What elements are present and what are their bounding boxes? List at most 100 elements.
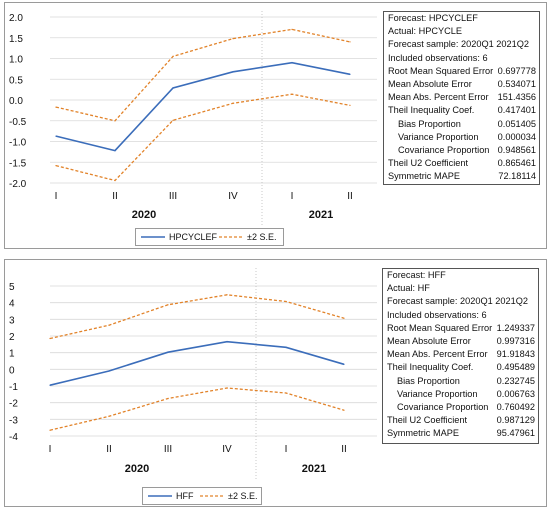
stats-row: Actual: HPCYCLE	[384, 25, 539, 38]
stats-label: Covariance Proportion	[397, 401, 489, 412]
stats-label: Mean Absolute Error	[387, 335, 471, 346]
stats-value: 0.006763	[496, 388, 535, 399]
forecast-chart-hpcyclef: 2.0 1.5 1.0 0.5 0.0 -0.5 -1.0 -1.5 -2.0 I II III IV I…	[4, 2, 547, 249]
legend-label-se-bands: ±2 S.E.	[228, 491, 258, 501]
stats-label: Forecast sample: 2020Q1 2021Q2	[388, 39, 529, 50]
year-label: 2020	[132, 209, 156, 221]
forecast-point	[349, 73, 351, 75]
upper-se-band-point	[167, 304, 169, 306]
stats-label: Theil Inequality Coef.	[388, 105, 475, 116]
stats-label: Forecast: HFF	[387, 270, 446, 280]
lower-se-band-point	[226, 387, 228, 389]
lower-se-band-line	[55, 93, 351, 182]
stats-row: Forecast: HPCYCLEF	[384, 12, 539, 25]
y-tick-label: 5	[9, 282, 15, 293]
chart-plot-area: 2.01.51.00.50.0-0.5-1.0-1.5-2.0I II III IV I…	[9, 11, 377, 227]
x-tick-label: II	[341, 444, 347, 455]
legend-solid-line-swatch	[148, 495, 172, 497]
stats-value: 0.997316	[496, 335, 535, 346]
stats-label: Theil Inequality Coef.	[387, 362, 474, 373]
upper-se-band-line	[55, 28, 351, 122]
stats-row: Theil U2 Coefficient 0.987129	[383, 414, 538, 427]
lower-se-band-point	[349, 104, 351, 106]
x-tick-label: II	[347, 191, 353, 202]
stats-label: Symmetric MAPE	[388, 171, 460, 182]
upper-se-band-point	[114, 120, 116, 122]
forecast-stats-box: Forecast: HFF Actual: HF Forecast sample: …	[382, 268, 539, 444]
stats-row: Actual: HF	[383, 282, 538, 295]
stats-row: Theil Inequality Coef. 0.495489	[383, 361, 538, 374]
stats-label: Theil U2 Coefficient	[388, 158, 469, 169]
forecast-point	[108, 370, 110, 372]
upper-se-band-point	[349, 41, 351, 43]
stats-value: 0.987129	[496, 415, 535, 426]
year-label: 2021	[309, 209, 333, 221]
x-tick-label: III	[164, 444, 172, 455]
legend-label-se-bands: ±2 S.E.	[247, 232, 277, 242]
stats-label: Symmetric MAPE	[387, 428, 459, 439]
upper-se-band-point	[343, 317, 345, 319]
forecast-point	[49, 384, 51, 386]
upper-se-band-point	[172, 55, 174, 58]
chart-legend: HFF ±2 S.E.	[142, 487, 262, 505]
forecast-point	[167, 351, 169, 353]
y-tick-label: 0.0	[9, 96, 23, 107]
stats-row: Bias Proportion 0.051405	[384, 118, 539, 131]
stats-label: Root Mean Squared Error	[387, 322, 493, 333]
stats-label: Mean Abs. Percent Error	[387, 349, 488, 360]
y-tick-label: -1.0	[9, 138, 27, 149]
forecast-point	[232, 71, 234, 73]
stats-row: Mean Absolute Error 0.997316	[383, 335, 538, 348]
stats-row: Theil Inequality Coef. 0.417401	[384, 104, 539, 117]
stats-row: Variance Proportion 0.006763	[383, 388, 538, 401]
forecast-point	[291, 62, 293, 64]
y-tick-label: -2.0	[9, 179, 27, 190]
x-tick-label: II	[106, 444, 112, 455]
stats-row: Covariance Proportion 0.760492	[383, 401, 538, 414]
stats-label: Variance Proportion	[398, 131, 479, 142]
stats-value: 151.4356	[497, 92, 536, 103]
stats-label: Included observations: 6	[387, 309, 487, 320]
lower-se-band-point	[343, 409, 345, 411]
stats-row: Bias Proportion 0.232745	[383, 375, 538, 388]
stats-row: Symmetric MAPE 72.18114	[384, 170, 539, 183]
stats-label: Root Mean Squared Error	[388, 65, 494, 76]
stats-row: Theil U2 Coefficient 0.865461	[384, 157, 539, 170]
stats-value: 0.232745	[496, 375, 535, 386]
stats-label: Actual: HF	[387, 283, 430, 294]
stats-value: 95.47961	[496, 428, 535, 439]
x-tick-label: IV	[228, 191, 238, 202]
stats-value: 0.000034	[497, 131, 536, 142]
stats-row: Mean Abs. Percent Error 91.91843	[383, 348, 538, 361]
forecast-point	[172, 87, 174, 89]
legend-label-forecast: HPCYCLEF	[169, 232, 218, 242]
stats-value: 0.697778	[497, 65, 536, 76]
y-tick-label: -4	[9, 432, 18, 443]
y-tick-label: -2	[9, 399, 18, 410]
stats-row: Variance Proportion 0.000034	[384, 131, 539, 144]
x-tick-label: IV	[222, 444, 232, 455]
x-tick-label: II	[112, 191, 118, 202]
stats-row: Mean Abs. Percent Error 151.4356	[384, 91, 539, 104]
x-tick-label: I	[291, 191, 294, 202]
upper-se-band-point	[55, 106, 57, 108]
y-tick-label: 3	[9, 315, 15, 326]
stats-row: Included observations: 6	[383, 309, 538, 322]
y-tick-label: 1.0	[9, 55, 23, 66]
stats-label: Forecast: HPCYCLEF	[388, 13, 478, 23]
legend-dashed-line-swatch	[200, 495, 224, 497]
lower-se-band-point	[49, 429, 51, 431]
stats-value: 0.865461	[497, 158, 536, 169]
stats-value: 0.760492	[496, 401, 535, 412]
lower-se-band-point	[232, 102, 234, 104]
stats-label: Theil U2 Coefficient	[387, 415, 468, 426]
y-tick-label: -1	[9, 382, 18, 393]
y-tick-label: 2	[9, 332, 15, 343]
y-tick-label: 0.5	[9, 75, 23, 86]
stats-row: Root Mean Squared Error 1.249337	[383, 322, 538, 335]
stats-row: Forecast: HFF	[383, 269, 538, 282]
x-tick-label: I	[55, 191, 58, 202]
x-tick-label: I	[49, 444, 52, 455]
stats-label: Included observations: 6	[388, 52, 488, 63]
